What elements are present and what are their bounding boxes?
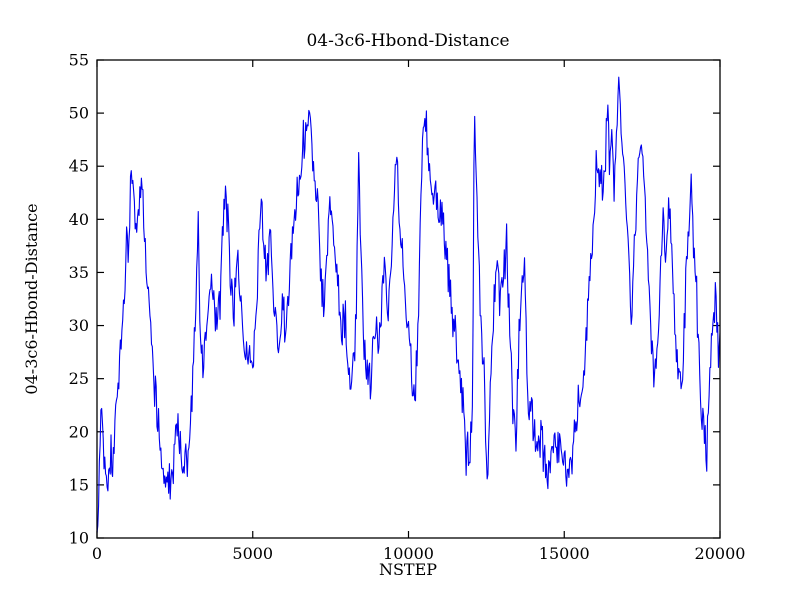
- x-tick-label: 20000: [695, 544, 746, 563]
- y-tick-label: 30: [69, 316, 89, 335]
- x-tick-label: 15000: [539, 544, 590, 563]
- y-tick-label: 25: [69, 369, 89, 388]
- x-tick-label: 10000: [383, 544, 434, 563]
- y-tick-label: 45: [69, 157, 89, 176]
- y-axis-label: 04-3c6-Hbond-Distance: [22, 203, 41, 394]
- plot-frame: [96, 59, 721, 539]
- series-line: [96, 76, 721, 533]
- y-tick-label: 10: [69, 529, 89, 548]
- chart-title: 04-3c6-Hbond-Distance: [306, 31, 509, 51]
- y-tick-label: 35: [69, 263, 89, 282]
- y-tick-label: 15: [69, 475, 89, 494]
- x-axis-label: NSTEP: [379, 560, 437, 579]
- y-tick-label: 50: [69, 104, 89, 123]
- x-tick-label: 0: [92, 544, 102, 563]
- y-tick-label: 20: [69, 422, 89, 441]
- y-tick-label: 55: [69, 51, 89, 70]
- y-tick-label: 40: [69, 210, 89, 229]
- plot-area: 0 5000 10000 15000 20000 10 15 20 25 30 35 40 45 50 55: [69, 51, 746, 564]
- x-tick-label: 5000: [232, 544, 273, 563]
